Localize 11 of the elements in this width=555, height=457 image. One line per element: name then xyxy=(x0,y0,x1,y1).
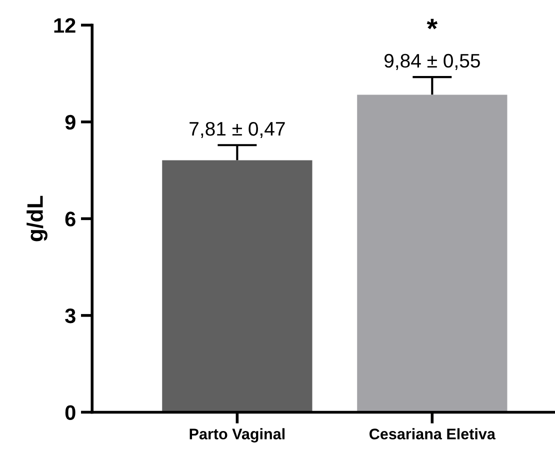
y-tick-label: 9 xyxy=(65,114,76,130)
y-axis-title: g/dL xyxy=(26,196,48,242)
data-label: 9,84 ± 0,55 xyxy=(384,54,480,70)
y-tick-label: 12 xyxy=(54,18,76,33)
annotation: * xyxy=(426,18,438,30)
y-tick-label: 0 xyxy=(65,405,76,420)
y-tick-label: 6 xyxy=(65,212,76,226)
data-label: 7,81 ± 0,47 xyxy=(190,122,285,138)
x-tick-label: Cesariana Eletiva xyxy=(370,428,496,440)
x-tick-label: Parto Vaginal xyxy=(190,428,285,442)
y-tick-label: 3 xyxy=(65,308,76,324)
